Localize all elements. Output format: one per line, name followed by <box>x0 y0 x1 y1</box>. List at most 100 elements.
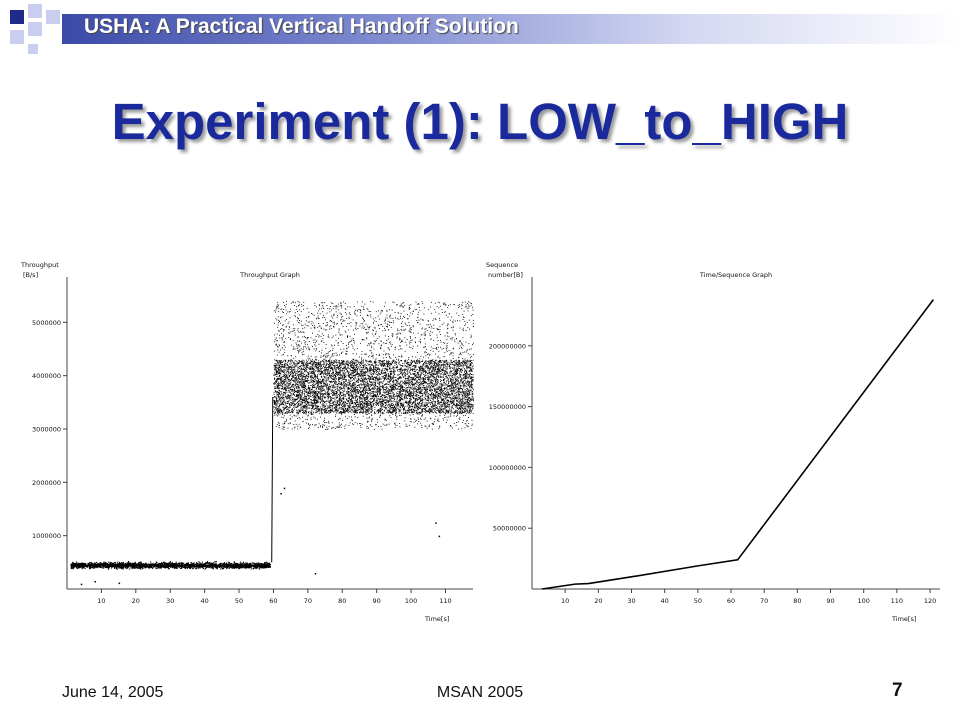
throughput-point <box>311 363 313 365</box>
throughput-point <box>320 380 322 382</box>
throughput-point <box>296 317 298 319</box>
throughput-point <box>367 392 368 394</box>
throughput-point <box>326 426 328 428</box>
throughput-point <box>151 563 153 565</box>
throughput-point <box>380 340 382 342</box>
throughput-point <box>350 402 352 404</box>
throughput-point <box>336 367 338 368</box>
throughput-point <box>125 563 127 565</box>
throughput-point <box>256 566 258 568</box>
throughput-point <box>296 411 298 413</box>
throughput-point <box>376 393 378 395</box>
y-tick-label: 5000000 <box>32 319 61 327</box>
throughput-point <box>220 562 222 564</box>
throughput-point <box>391 404 393 406</box>
throughput-point <box>119 563 121 565</box>
throughput-point <box>181 567 183 569</box>
throughput-point <box>421 366 423 368</box>
throughput-point <box>301 324 302 326</box>
throughput-point <box>302 336 304 338</box>
throughput-point <box>201 563 203 566</box>
throughput-point <box>299 418 301 420</box>
throughput-point <box>361 398 362 400</box>
throughput-point <box>307 375 309 377</box>
throughput-point <box>314 365 316 367</box>
throughput-point <box>159 567 161 569</box>
throughput-point <box>447 410 449 412</box>
throughput-point <box>445 373 446 375</box>
throughput-point <box>257 566 259 568</box>
throughput-point <box>357 390 359 392</box>
throughput-point <box>413 411 415 413</box>
throughput-point <box>371 419 373 421</box>
throughput-point <box>317 392 319 394</box>
throughput-point <box>354 376 356 378</box>
throughput-point <box>198 564 200 566</box>
throughput-point <box>412 379 414 381</box>
throughput-point <box>89 567 91 569</box>
throughput-point <box>381 403 383 405</box>
throughput-point <box>166 563 168 565</box>
throughput-point <box>326 405 328 407</box>
throughput-point <box>209 562 211 564</box>
throughput-point <box>461 409 463 411</box>
throughput-point <box>327 372 329 374</box>
throughput-point <box>299 395 301 396</box>
throughput-point <box>348 374 350 376</box>
throughput-point <box>459 389 461 391</box>
throughput-point <box>291 386 292 388</box>
throughput-point <box>295 406 297 408</box>
throughput-point <box>463 415 465 417</box>
throughput-point <box>102 567 104 569</box>
throughput-point <box>363 398 365 400</box>
throughput-point <box>328 393 330 395</box>
throughput-point <box>121 566 123 568</box>
throughput-point <box>413 373 415 375</box>
throughput-point <box>359 379 361 381</box>
throughput-point <box>328 422 330 424</box>
throughput-point <box>464 388 466 390</box>
throughput-point <box>421 403 423 405</box>
throughput-point <box>292 394 294 396</box>
throughput-point <box>332 360 334 362</box>
throughput-point <box>216 565 218 567</box>
throughput-point <box>290 418 292 420</box>
throughput-point <box>304 412 305 413</box>
throughput-point <box>376 419 378 421</box>
throughput-point <box>297 301 299 302</box>
throughput-point <box>322 396 323 398</box>
throughput-point <box>309 362 311 364</box>
throughput-point <box>382 363 384 365</box>
throughput-point <box>192 562 194 564</box>
throughput-point <box>340 374 342 376</box>
throughput-point <box>298 386 300 388</box>
throughput-point <box>392 334 394 336</box>
throughput-point <box>422 393 424 395</box>
throughput-point <box>325 411 326 413</box>
throughput-point <box>287 379 289 380</box>
throughput-point <box>100 565 102 567</box>
throughput-point <box>408 395 410 397</box>
throughput-point <box>119 562 121 564</box>
throughput-point <box>451 371 453 373</box>
throughput-point <box>466 366 468 368</box>
throughput-point <box>126 567 128 569</box>
throughput-point <box>303 346 305 347</box>
throughput-point <box>438 370 440 372</box>
throughput-point <box>268 563 270 565</box>
throughput-point <box>240 564 242 566</box>
throughput-point <box>389 415 391 417</box>
throughput-point <box>451 380 453 382</box>
throughput-point <box>458 314 460 316</box>
throughput-point <box>364 386 365 387</box>
throughput-point <box>80 564 83 566</box>
throughput-point <box>170 563 172 565</box>
throughput-point <box>155 564 157 566</box>
throughput-point <box>129 564 131 566</box>
throughput-point <box>400 396 402 398</box>
throughput-point <box>350 361 352 363</box>
throughput-point <box>127 564 129 566</box>
throughput-point <box>132 566 134 568</box>
throughput-point <box>73 562 75 564</box>
throughput-point <box>292 328 294 330</box>
